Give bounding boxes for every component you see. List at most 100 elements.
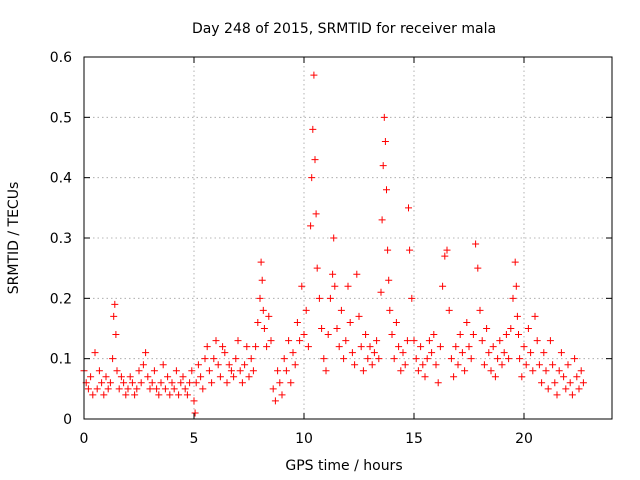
data-point xyxy=(278,391,286,399)
data-point xyxy=(194,361,202,369)
data-point xyxy=(256,294,264,302)
data-point xyxy=(366,343,374,351)
data-point xyxy=(454,361,462,369)
data-point xyxy=(84,385,92,393)
data-point xyxy=(318,325,326,332)
data-point xyxy=(313,264,321,272)
data-point xyxy=(378,216,386,224)
data-point xyxy=(126,373,134,381)
data-point xyxy=(515,331,522,339)
data-point xyxy=(474,264,482,272)
data-point xyxy=(124,385,132,393)
data-point xyxy=(538,379,546,387)
data-point xyxy=(142,349,150,357)
data-point xyxy=(443,246,451,254)
data-point xyxy=(505,355,513,363)
chart-title: Day 248 of 2015, SRMTID for receiver mal… xyxy=(192,21,496,37)
data-point xyxy=(199,385,207,393)
data-point xyxy=(370,349,378,357)
data-point xyxy=(285,337,293,345)
data-point xyxy=(491,373,499,381)
data-point xyxy=(117,373,125,381)
data-point xyxy=(542,367,550,375)
data-point xyxy=(373,337,381,345)
y-tick-label: 0.3 xyxy=(50,231,72,247)
data-point xyxy=(238,379,246,387)
data-point xyxy=(197,373,205,381)
data-point xyxy=(128,379,136,387)
data-point xyxy=(245,373,253,381)
data-point xyxy=(131,391,139,399)
data-point xyxy=(216,373,224,381)
data-point xyxy=(340,355,348,363)
data-point xyxy=(546,337,554,345)
data-point xyxy=(89,391,97,399)
data-point xyxy=(403,337,411,345)
data-point xyxy=(172,367,180,375)
data-point xyxy=(276,379,284,387)
data-point xyxy=(562,385,570,393)
data-point xyxy=(496,337,504,345)
data-point xyxy=(478,337,486,345)
data-point xyxy=(333,325,341,332)
y-tick-label: 0.5 xyxy=(50,110,72,126)
data-point xyxy=(452,343,460,351)
data-point xyxy=(221,349,229,357)
data-point xyxy=(308,174,316,182)
data-point xyxy=(434,379,442,387)
data-point xyxy=(383,186,390,194)
data-point xyxy=(566,379,574,387)
data-point xyxy=(115,385,123,393)
data-point xyxy=(549,361,557,369)
data-point xyxy=(395,343,403,351)
data-point xyxy=(522,361,530,369)
data-point xyxy=(254,318,262,326)
data-point xyxy=(106,379,114,387)
data-point xyxy=(498,361,506,369)
data-point xyxy=(390,355,398,363)
data-point xyxy=(241,361,249,369)
data-point xyxy=(397,367,405,375)
data-point xyxy=(401,361,409,369)
data-point xyxy=(386,306,394,314)
data-point xyxy=(190,397,198,405)
data-point xyxy=(201,355,209,363)
data-point xyxy=(214,361,222,369)
y-tick-label: 0.6 xyxy=(50,50,72,66)
data-point xyxy=(573,373,581,381)
data-point xyxy=(511,258,519,266)
data-point xyxy=(230,373,238,381)
data-point xyxy=(388,331,396,339)
data-point xyxy=(355,312,363,320)
data-point xyxy=(191,409,199,417)
data-point xyxy=(307,222,315,230)
data-point xyxy=(359,367,367,375)
data-point xyxy=(177,379,185,387)
data-point xyxy=(289,349,297,357)
data-point xyxy=(379,162,387,170)
data-point xyxy=(234,337,242,345)
data-point xyxy=(419,361,427,369)
data-point xyxy=(155,391,163,399)
y-tick-label: 0.2 xyxy=(50,291,72,307)
data-point xyxy=(252,343,260,351)
y-axis-label: SRMTID / TECUs xyxy=(6,182,22,295)
data-point xyxy=(192,379,200,387)
data-point xyxy=(485,349,493,357)
y-tick-label: 0.4 xyxy=(50,171,72,187)
x-tick-label: 15 xyxy=(405,431,423,447)
data-point xyxy=(310,71,318,79)
data-point xyxy=(298,282,306,290)
data-point xyxy=(271,397,279,405)
data-point xyxy=(257,258,265,266)
data-point xyxy=(170,385,178,393)
data-point xyxy=(405,204,412,212)
data-point xyxy=(535,361,543,369)
data-point xyxy=(144,373,152,381)
data-point xyxy=(375,355,383,363)
axis-ticks xyxy=(83,56,612,420)
data-point xyxy=(95,367,103,375)
data-point xyxy=(368,361,376,369)
data-point xyxy=(553,391,561,399)
y-tick-label: 0 xyxy=(63,412,72,428)
